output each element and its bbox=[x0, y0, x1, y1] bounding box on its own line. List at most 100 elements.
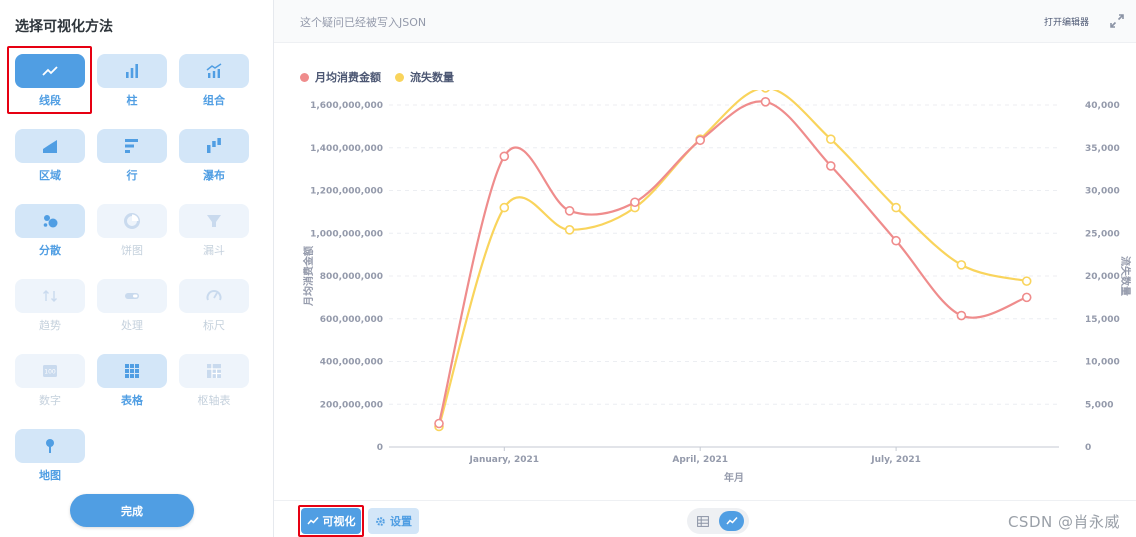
legend-dot-amount bbox=[300, 72, 309, 82]
legend-item-churn[interactable]: 流失数量 bbox=[395, 69, 454, 85]
data-point-amount[interactable] bbox=[434, 418, 444, 429]
line-chart-icon bbox=[306, 516, 319, 525]
y-left-axis-title: 月均消费金额 bbox=[302, 246, 315, 307]
open-editor-link[interactable]: 打开编辑器 bbox=[1043, 18, 1089, 28]
visualization-button[interactable]: 可视化 bbox=[301, 508, 361, 534]
data-point-churn[interactable] bbox=[1021, 276, 1032, 286]
data-point-amount[interactable] bbox=[695, 135, 706, 146]
data-point-amount[interactable] bbox=[956, 310, 967, 321]
expand-icon[interactable] bbox=[1109, 13, 1125, 29]
done-button[interactable]: 完成 bbox=[70, 494, 194, 527]
y-right-tick-label: 25,000 bbox=[1085, 229, 1120, 239]
pivot-table-icon bbox=[207, 364, 221, 378]
viz-label: 区域 bbox=[39, 169, 61, 182]
viz-option-combo-chart[interactable]: 组合 bbox=[179, 54, 249, 108]
viz-option-area-chart[interactable]: 区域 bbox=[15, 129, 85, 183]
data-point-amount[interactable] bbox=[630, 197, 640, 208]
y-left-tick-label: 1,600,000,000 bbox=[310, 101, 383, 111]
viz-tile bbox=[179, 279, 249, 313]
data-point-churn[interactable] bbox=[891, 202, 901, 213]
viz-option-map-pin[interactable]: 地图 bbox=[15, 429, 85, 483]
area-chart-icon bbox=[43, 140, 57, 153]
viz-label: 标尺 bbox=[203, 319, 225, 332]
pie-chart-icon bbox=[124, 213, 140, 229]
y-right-tick-label: 5,000 bbox=[1085, 400, 1113, 410]
viz-label: 表格 bbox=[121, 394, 143, 407]
y-right-tick-label: 35,000 bbox=[1085, 144, 1120, 154]
sidebar-title: 选择可视化方法 bbox=[15, 19, 113, 35]
x-axis-title: 年月 bbox=[724, 471, 744, 484]
viz-option-waterfall-chart[interactable]: 瀑布 bbox=[179, 129, 249, 183]
bar-chart-icon bbox=[126, 64, 138, 78]
data-point-amount[interactable] bbox=[760, 96, 771, 107]
y-right-tick-label: 15,000 bbox=[1085, 315, 1120, 325]
viz-tile bbox=[15, 129, 85, 163]
viz-label: 趋势 bbox=[39, 319, 61, 332]
visualization-button-label: 可视化 bbox=[322, 516, 356, 528]
data-point-churn[interactable] bbox=[761, 90, 770, 93]
viz-option-table[interactable]: 表格 bbox=[97, 354, 167, 408]
legend-label-churn: 流失数量 bbox=[410, 71, 454, 84]
table-icon bbox=[696, 515, 709, 527]
viz-tile bbox=[97, 129, 167, 163]
visualization-highlight-box bbox=[298, 505, 364, 537]
viz-label: 地图 bbox=[39, 469, 61, 482]
viz-tile bbox=[97, 204, 167, 238]
data-point-amount[interactable] bbox=[499, 151, 510, 162]
bottom-bar: 可视化 设置 CSDN @肖永威 bbox=[274, 500, 1136, 537]
y-right-tick-label: 0 bbox=[1085, 443, 1091, 453]
progress-icon bbox=[125, 293, 139, 299]
x-tick-label: April, 2021 bbox=[672, 455, 728, 465]
x-tick-label: July, 2021 bbox=[870, 455, 921, 465]
data-point-amount[interactable] bbox=[564, 206, 575, 216]
table-view-toggle[interactable] bbox=[690, 511, 715, 531]
viz-tile bbox=[179, 54, 249, 88]
viz-label: 柱 bbox=[126, 94, 138, 107]
chart-view-toggle[interactable] bbox=[719, 511, 744, 531]
data-point-churn[interactable] bbox=[499, 202, 510, 213]
settings-button-label: 设置 bbox=[390, 516, 412, 528]
viz-tile bbox=[97, 54, 167, 88]
selected-option-highlight-box bbox=[7, 46, 92, 114]
y-left-tick-label: 800,000,000 bbox=[320, 272, 383, 282]
json-notice: 这个疑问已经被写入JSON bbox=[300, 16, 427, 29]
y-left-tick-label: 1,200,000,000 bbox=[310, 187, 383, 197]
y-right-tick-label: 30,000 bbox=[1085, 187, 1120, 197]
gauge-icon bbox=[206, 290, 222, 301]
data-point-amount[interactable] bbox=[1021, 292, 1032, 303]
scatter-chart-icon bbox=[43, 215, 58, 228]
data-point-churn[interactable] bbox=[956, 260, 967, 270]
data-point-churn[interactable] bbox=[564, 225, 575, 235]
viz-label: 处理 bbox=[121, 319, 143, 332]
viz-label: 瀑布 bbox=[203, 169, 225, 182]
viz-option-progress: 处理 bbox=[97, 279, 167, 333]
y-right-axis-title: 流失数量 bbox=[1119, 256, 1132, 296]
y-right-tick-label: 40,000 bbox=[1085, 101, 1120, 111]
viz-option-scatter-chart[interactable]: 分散 bbox=[15, 204, 85, 258]
legend-item-amount[interactable]: 月均消费金额 bbox=[300, 69, 381, 85]
y-left-tick-label: 0 bbox=[377, 443, 383, 453]
line-chart: 0 200,000,000 400,000,000 600,000,000 800,00… bbox=[302, 90, 1132, 484]
number-icon: 100 bbox=[43, 365, 57, 377]
viz-label: 漏斗 bbox=[203, 244, 225, 257]
viz-tile bbox=[179, 204, 249, 238]
series-line-churn bbox=[437, 90, 1027, 427]
x-tick-label: January, 2021 bbox=[469, 455, 540, 465]
watermark: CSDN @肖永威 bbox=[1007, 513, 1120, 531]
viz-option-bar-chart[interactable]: 柱 bbox=[97, 54, 167, 108]
funnel-icon bbox=[207, 215, 221, 227]
y-left-tick-label: 1,400,000,000 bbox=[310, 144, 383, 154]
settings-button[interactable]: 设置 bbox=[368, 508, 419, 534]
series-line-amount bbox=[437, 100, 1028, 424]
viz-option-line-chart[interactable]: 线段 bbox=[15, 54, 85, 108]
viz-tile bbox=[179, 129, 249, 163]
y-right-tick-label: 10,000 bbox=[1085, 358, 1120, 368]
data-point-amount[interactable] bbox=[825, 161, 836, 171]
data-point-churn[interactable] bbox=[825, 134, 836, 145]
combo-chart-icon bbox=[206, 63, 222, 78]
data-point-amount[interactable] bbox=[891, 235, 901, 246]
viz-tile bbox=[15, 429, 85, 463]
top-bar: 这个疑问已经被写入JSON 打开编辑器 bbox=[274, 0, 1136, 43]
viz-option-row-chart[interactable]: 行 bbox=[97, 129, 167, 183]
